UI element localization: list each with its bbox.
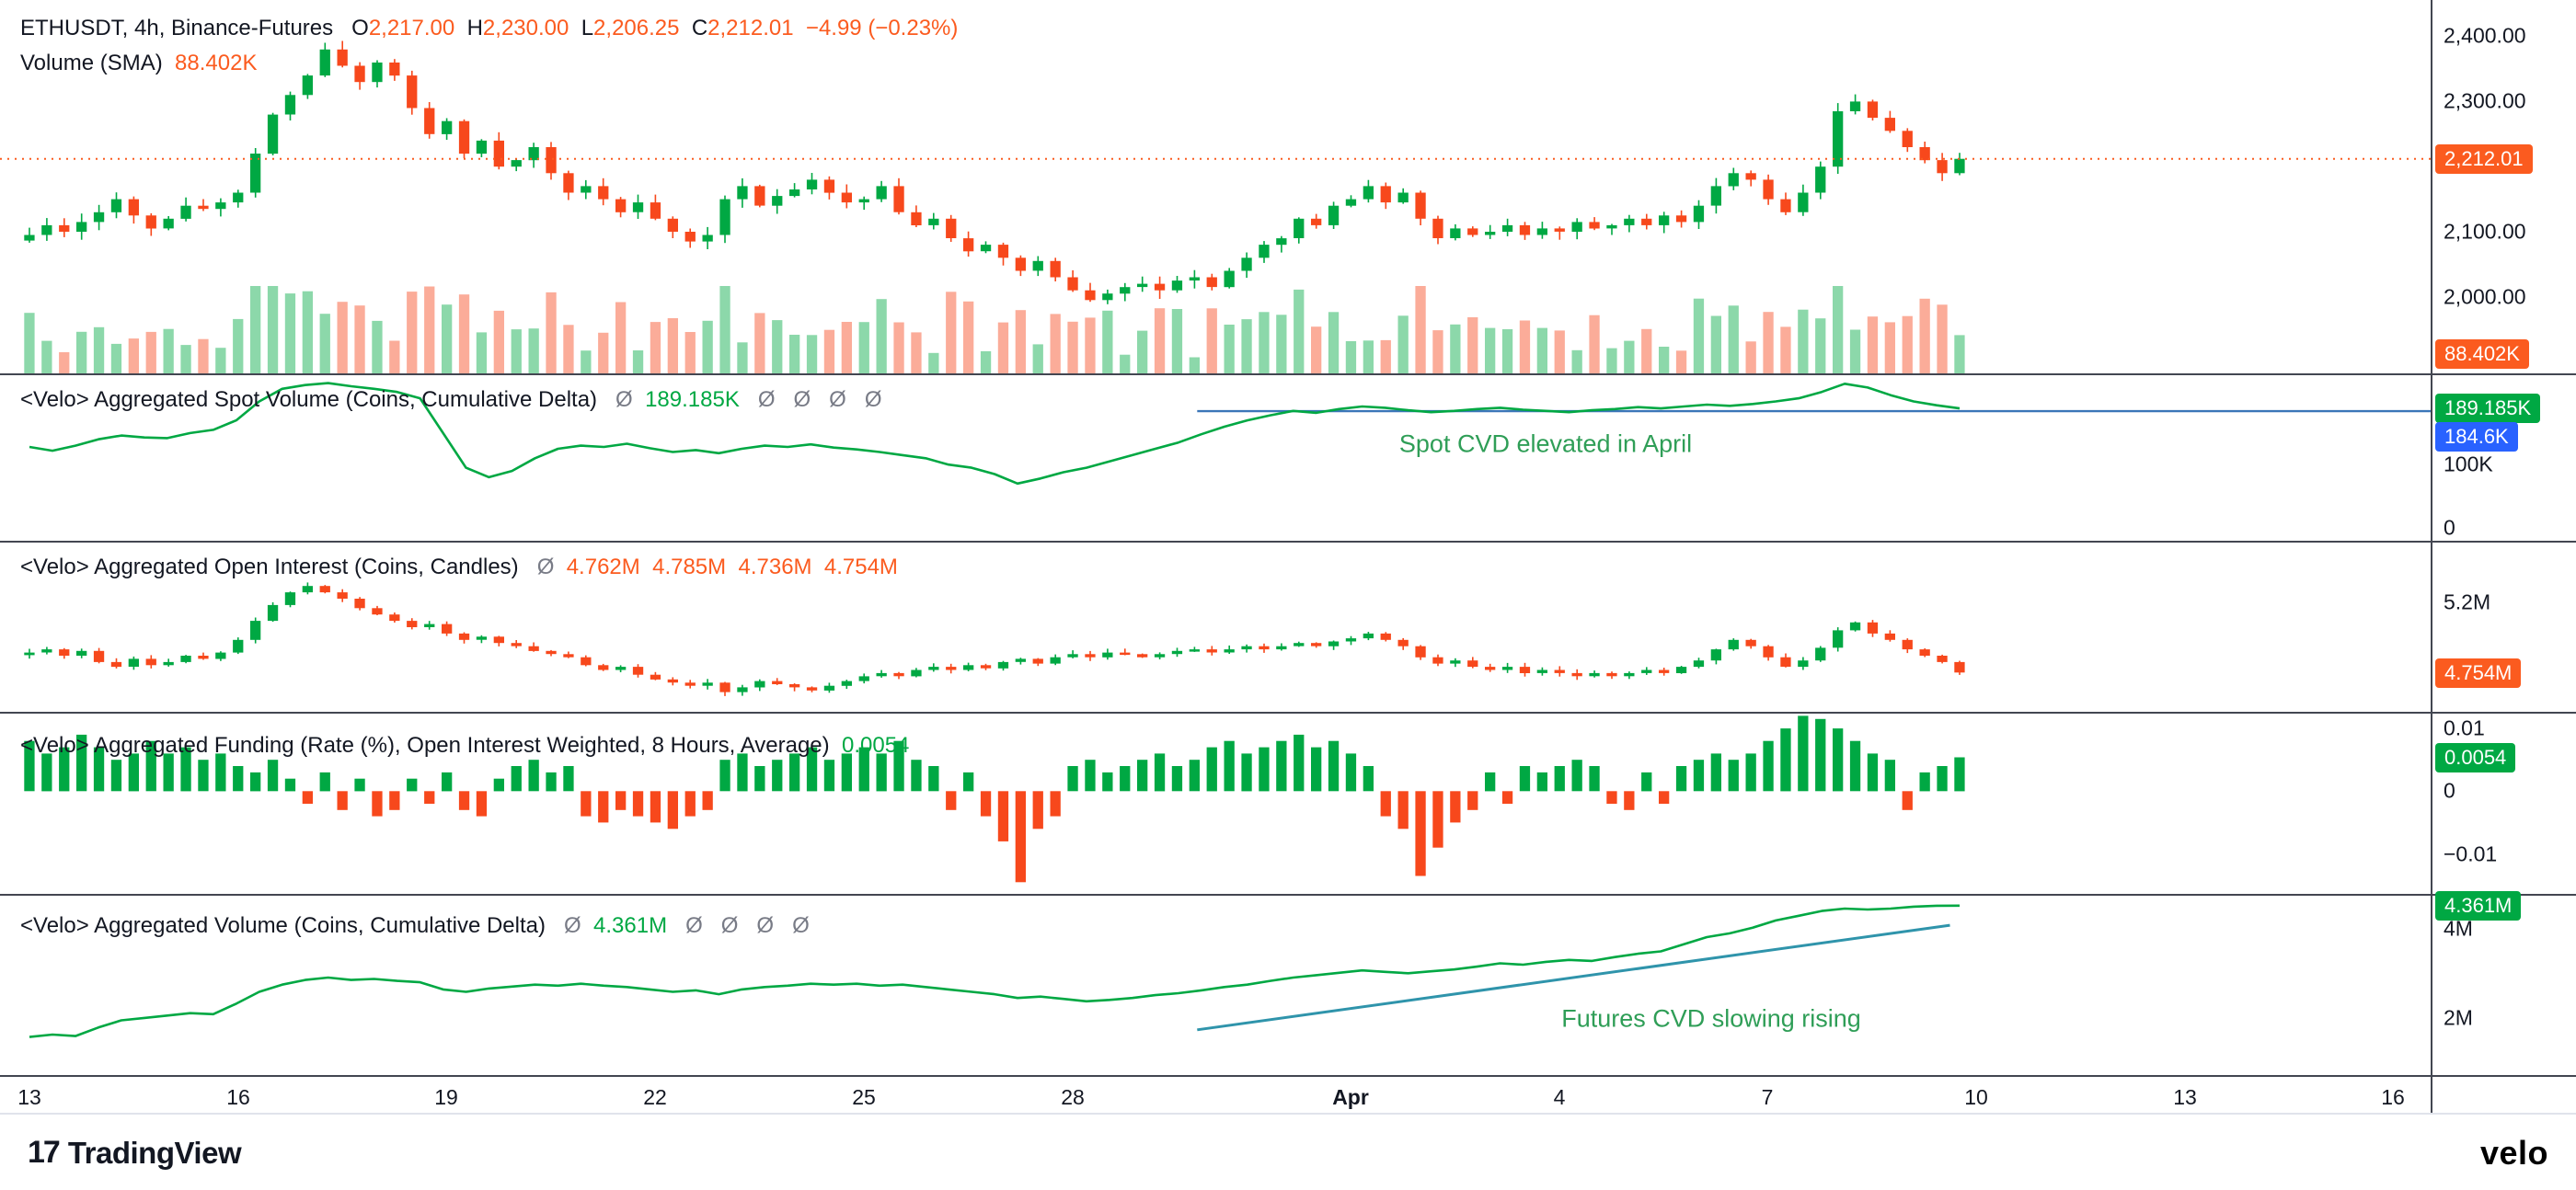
- legend-part: −4.99 (−0.23%): [805, 16, 959, 40]
- time-axis-tick: 28: [1061, 1085, 1085, 1109]
- legend-part: Ø Ø Ø Ø: [685, 913, 810, 938]
- legend-part: 189.185K: [645, 387, 758, 412]
- time-axis-tick: 4: [1553, 1085, 1566, 1109]
- legend-part: Ø: [564, 913, 594, 938]
- legend-part: 2,230.00: [482, 16, 581, 40]
- axis-label: 0.01: [2444, 715, 2485, 740]
- time-axis-tick: 19: [434, 1085, 458, 1109]
- axis-label: 2M: [2444, 1005, 2473, 1030]
- legend-part: 2,206.25: [593, 16, 692, 40]
- legend-part: Ø Ø Ø Ø: [757, 387, 882, 412]
- legend-part: 88.402K: [175, 51, 258, 75]
- time-axis-tick: 22: [643, 1085, 667, 1109]
- chart-canvas[interactable]: [0, 0, 2576, 1115]
- footer-bar: 17 TradingView velo: [0, 1116, 2576, 1190]
- time-axis-tick: 25: [852, 1085, 876, 1109]
- time-axis-tick: 16: [2381, 1085, 2405, 1109]
- time-axis-tick: 7: [1761, 1085, 1774, 1109]
- axis-badge: 0.0054: [2435, 743, 2516, 772]
- pane-legend: Volume (SMA) 88.402K: [20, 50, 257, 77]
- time-axis-tick: 13: [2173, 1085, 2197, 1109]
- axis-badge: 4.754M: [2435, 658, 2522, 688]
- legend-part: C: [691, 16, 708, 40]
- legend-part: <Velo> Aggregated Open Interest (Coins, …: [20, 555, 537, 579]
- pane-legend: <Velo> Aggregated Open Interest (Coins, …: [20, 554, 898, 581]
- axis-badge: 189.185K: [2435, 394, 2541, 423]
- legend-part: 2,212.01: [707, 16, 806, 40]
- time-axis-tick: 13: [17, 1085, 41, 1109]
- pane-legend: <Velo> Aggregated Funding (Rate (%), Ope…: [20, 732, 909, 760]
- axis-badge: 4.361M: [2435, 891, 2522, 921]
- legend-part: <Velo> Aggregated Funding (Rate (%), Ope…: [20, 733, 842, 758]
- axis-label: 2,000.00: [2444, 284, 2526, 309]
- axis-label: 5.2M: [2444, 589, 2491, 614]
- legend-part: 4.762M 4.785M 4.736M 4.754M: [566, 555, 898, 579]
- legend-part: 4.361M: [593, 913, 686, 938]
- legend-part: Volume (SMA): [20, 51, 176, 75]
- velo-logo: velo: [2480, 1134, 2548, 1173]
- time-axis-tick: Apr: [1332, 1085, 1369, 1109]
- legend-part: Ø: [615, 387, 646, 412]
- axis-label: −0.01: [2444, 841, 2498, 866]
- legend-part: O: [351, 16, 369, 40]
- legend-part: 2,217.00: [368, 16, 467, 40]
- axis-label: 4M: [2444, 916, 2473, 941]
- velo-wordmark: velo: [2479, 1133, 2548, 1172]
- axis-label: 100K: [2444, 452, 2493, 476]
- annotation-futures-cvd: Futures CVD slowing rising: [1561, 1004, 1861, 1033]
- axis-label: 0: [2444, 778, 2455, 803]
- axis-badge: 88.402K: [2435, 339, 2529, 369]
- legend-part: L: [581, 16, 594, 40]
- pane-legend: <Velo> Aggregated Volume (Coins, Cumulat…: [20, 912, 810, 940]
- legend-part: <Velo> Aggregated Spot Volume (Coins, Cu…: [20, 387, 616, 412]
- axis-badge: 2,212.01: [2435, 144, 2533, 174]
- axis-label: 2,400.00: [2444, 23, 2526, 48]
- pane-legend: <Velo> Aggregated Spot Volume (Coins, Cu…: [20, 386, 882, 414]
- axis-label: 0: [2444, 515, 2455, 540]
- annotation-spot-cvd: Spot CVD elevated in April: [1398, 429, 1693, 458]
- axis-label: 2,100.00: [2444, 219, 2526, 244]
- tradingview-mark-icon: 17: [28, 1135, 61, 1170]
- axis-label: 2,300.00: [2444, 88, 2526, 113]
- axis-badge: 184.6K: [2435, 422, 2518, 452]
- legend-part: ETHUSDT, 4h, Binance-Futures: [20, 16, 352, 40]
- legend-part: <Velo> Aggregated Volume (Coins, Cumulat…: [20, 913, 564, 938]
- tradingview-logo[interactable]: 17 TradingView: [28, 1135, 242, 1171]
- time-axis-tick: 16: [226, 1085, 250, 1109]
- legend-part: H: [466, 16, 483, 40]
- time-axis-tick: 10: [1964, 1085, 1988, 1109]
- legend-part: 0.0054: [841, 733, 910, 758]
- tradingview-wordmark: TradingView: [67, 1135, 242, 1170]
- legend-part: Ø: [536, 555, 567, 579]
- pane-legend: ETHUSDT, 4h, Binance-Futures O2,217.00 H…: [20, 15, 958, 42]
